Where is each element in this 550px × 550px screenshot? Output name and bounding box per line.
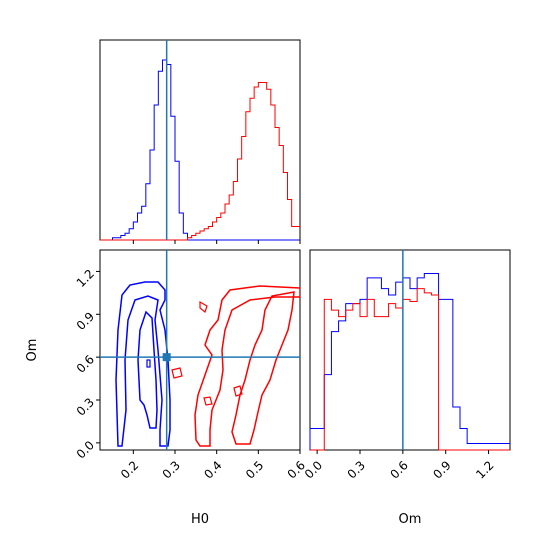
blue-outer-contour (115, 281, 171, 447)
om-hist-tick-label-1: 0.3 (345, 458, 368, 481)
contour-truth-marker (162, 353, 171, 362)
contour-x-tick-label-1: 0.3 (160, 458, 183, 481)
red-small-contour-3 (203, 396, 213, 406)
contour-y-tick-label-3: 0.9 (74, 309, 97, 332)
h0-red-histogram (100, 82, 300, 241)
red-small-contour-2 (171, 367, 183, 379)
blue-inner-contour (137, 310, 158, 429)
contour-x-ticks: 0.2 0.3 0.4 0.5 0.6 (118, 450, 308, 482)
om-histogram-panel: 0.0 0.3 0.6 0.9 1.2 Om (302, 249, 511, 527)
h0-histogram-frame (99, 39, 301, 241)
h0-histogram-panel (99, 39, 301, 244)
h0-histogram-ticks (132, 240, 301, 244)
om-hist-tick-label-2: 0.6 (388, 458, 411, 481)
contour-x-tick-label-2: 0.4 (201, 458, 224, 481)
om-hist-tick-label-4: 1.2 (473, 458, 496, 481)
x-axis-label-om: Om (399, 512, 422, 527)
om-hist-tick-label-3: 0.9 (430, 458, 453, 481)
red-small-contour-1 (199, 300, 208, 314)
red-inner-contour (231, 291, 295, 445)
h0-om-contour-panel: 0.2 0.3 0.4 0.5 0.6 0.0 0.3 0.6 0.9 1.2 H0 Om (25, 249, 308, 527)
contour-y-tick-label-1: 0.3 (74, 395, 97, 418)
om-red-histogram (310, 288, 510, 451)
om-hist-tick-label-0: 0.0 (302, 458, 325, 481)
contour-y-ticks: 0.0 0.3 0.6 0.9 1.2 (74, 267, 100, 461)
om-histogram-frame (309, 249, 511, 451)
contour-x-tick-label-3: 0.5 (243, 458, 266, 481)
om-histogram-ticks: 0.0 0.3 0.6 0.9 1.2 (302, 450, 497, 482)
x-axis-label-h0: H0 (191, 512, 209, 527)
contour-y-tick-label-0: 0.0 (74, 438, 97, 461)
red-outer-contour (194, 285, 300, 447)
contour-y-tick-label-2: 0.6 (74, 352, 97, 375)
contour-y-tick-label-4: 1.2 (74, 267, 97, 290)
red-small-contour-4 (233, 385, 243, 397)
y-axis-label-om: Om (25, 339, 40, 362)
h0-blue-histogram (100, 59, 300, 241)
contour-x-tick-label-0: 0.2 (118, 458, 141, 481)
contour-frame (99, 249, 301, 451)
blue-small-contour (146, 359, 151, 368)
